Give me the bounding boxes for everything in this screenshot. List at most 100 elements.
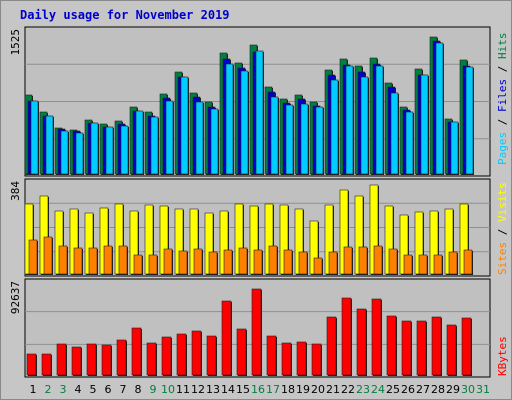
day-label: 3 xyxy=(60,383,67,396)
bar-sites xyxy=(148,254,158,275)
bar-kbytes xyxy=(371,298,382,376)
day-label: 31 xyxy=(476,383,490,396)
y-max-label-visits: 384 xyxy=(9,181,22,201)
bar-sites xyxy=(88,247,98,275)
y-max-labels: 1525 384 92637 xyxy=(9,29,22,314)
day-label: 1 xyxy=(30,383,37,396)
bar-kbytes xyxy=(71,346,82,376)
day-axis-labels: 1 2 3 4 5 6 7 8 9 10 11 12 13 14 15 16 17 18 19 20 21 22 23 24 2… xyxy=(30,383,491,396)
legend-kbytes: KBytes xyxy=(496,336,509,376)
bar-pages xyxy=(300,103,309,175)
bar-sites xyxy=(313,257,323,275)
bar-kbytes xyxy=(401,320,412,376)
day-label: 7 xyxy=(120,383,127,396)
bar-sites xyxy=(433,254,443,275)
day-label: 17 xyxy=(266,383,280,396)
day-label: 29 xyxy=(446,383,460,396)
bar-kbytes xyxy=(446,324,457,376)
bar-sites xyxy=(103,245,113,275)
legend-sep: / xyxy=(496,222,509,242)
bar-sites xyxy=(403,254,413,275)
legend-sep: / xyxy=(496,112,509,132)
bar-sites xyxy=(73,247,83,275)
day-label: 5 xyxy=(90,383,97,396)
bar-kbytes xyxy=(356,308,367,376)
bar-kbytes xyxy=(206,335,217,376)
bar-pages xyxy=(405,111,414,175)
bar-kbytes xyxy=(131,327,142,376)
bar-kbytes xyxy=(311,343,322,376)
day-label: 9 xyxy=(150,383,157,396)
bar-pages xyxy=(420,74,429,175)
bar-sites xyxy=(373,245,383,275)
bar-sites xyxy=(268,245,278,275)
bar-sites xyxy=(418,254,428,275)
bar-sites xyxy=(238,247,248,275)
bar-pages xyxy=(105,126,114,175)
day-label: 2 xyxy=(45,383,52,396)
bar-pages xyxy=(450,121,459,175)
day-label: 20 xyxy=(311,383,325,396)
bar-sites xyxy=(118,245,128,275)
legend-pages-files-hits: Pages / Files / Hits xyxy=(496,33,509,166)
day-label: 27 xyxy=(416,383,430,396)
bar-kbytes xyxy=(26,353,37,376)
bar-pages xyxy=(390,92,399,175)
day-label: 8 xyxy=(135,383,142,396)
bar-pages xyxy=(90,122,99,175)
legend-visits: Visits xyxy=(496,182,509,222)
bar-sites xyxy=(448,251,458,275)
y-max-label-hits: 1525 xyxy=(9,29,22,56)
bar-pages xyxy=(345,65,354,175)
panel-visits-sites xyxy=(24,178,491,277)
bar-sites xyxy=(298,251,308,275)
day-label: 11 xyxy=(176,383,190,396)
y-max-label-kbytes: 92637 xyxy=(9,281,22,314)
bar-sites xyxy=(358,246,368,275)
legend-sites-visits: Sites / Visits xyxy=(496,182,509,275)
day-label: 18 xyxy=(281,383,295,396)
bar-kbytes xyxy=(86,343,97,376)
bar-sites xyxy=(283,249,293,275)
day-label: 19 xyxy=(296,383,310,396)
bar-kbytes xyxy=(116,339,127,376)
bar-kbytes xyxy=(56,343,67,376)
bar-sites xyxy=(343,246,353,275)
bar-kbytes xyxy=(281,342,292,376)
day-label: 24 xyxy=(371,383,385,396)
bar-kbytes xyxy=(41,353,52,376)
panel-kbytes xyxy=(24,278,491,378)
day-label: 30 xyxy=(461,383,475,396)
bar-pages xyxy=(180,76,189,175)
bar-sites xyxy=(253,249,263,275)
legend-hits: Hits xyxy=(496,33,509,60)
day-label: 21 xyxy=(326,383,340,396)
bar-kbytes xyxy=(431,316,442,376)
day-label: 23 xyxy=(356,383,370,396)
bar-sites xyxy=(193,248,203,275)
chart-title: Daily usage for November 2019 xyxy=(20,8,230,22)
bar-kbytes xyxy=(461,317,472,376)
bar-kbytes xyxy=(176,333,187,376)
day-label: 10 xyxy=(161,383,175,396)
bar-kbytes xyxy=(236,328,247,376)
bar-pages xyxy=(270,96,279,175)
bar-pages xyxy=(465,66,474,175)
legend-pages: Pages xyxy=(496,132,509,165)
bar-pages xyxy=(135,110,144,175)
day-label: 22 xyxy=(341,383,355,396)
day-label: 16 xyxy=(251,383,265,396)
bar-sites xyxy=(223,249,233,275)
legends: Pages / Files / Hits Sites / Visits KByt… xyxy=(496,33,509,377)
bar-kbytes xyxy=(296,341,307,376)
bar-sites xyxy=(43,236,53,275)
bar-kbytes xyxy=(161,336,172,376)
bar-pages xyxy=(375,65,384,175)
bar-kbytes xyxy=(416,320,427,376)
bar-pages xyxy=(285,104,294,175)
day-label: 12 xyxy=(191,383,205,396)
bar-kbytes xyxy=(251,288,262,376)
bar-pages xyxy=(240,70,249,175)
bar-pages xyxy=(150,116,159,175)
bar-pages xyxy=(330,79,339,175)
